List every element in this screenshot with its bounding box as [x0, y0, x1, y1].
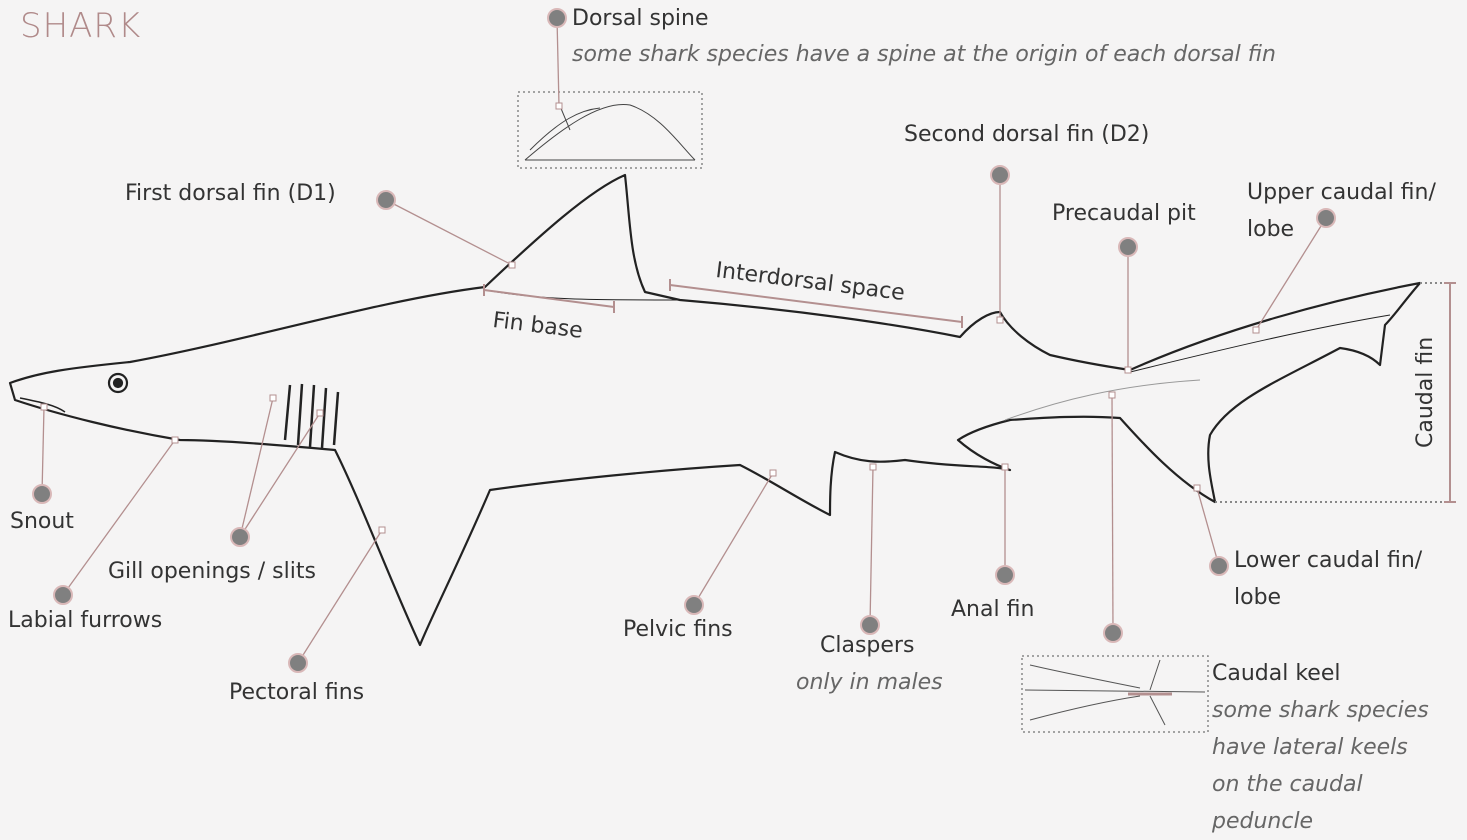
note: some shark species have lateral keels on… [1212, 692, 1437, 840]
dorsal-spine-sketch [525, 104, 695, 160]
label: Precaudal pit [1052, 195, 1196, 232]
title: SHARK [20, 8, 141, 45]
label: Labial furrows [8, 602, 162, 639]
label: Caudal keel [1212, 655, 1340, 692]
label: Gill openings / slits [108, 553, 316, 590]
label: Second dorsal fin (D2) [904, 116, 1149, 153]
label: Pectoral fins [229, 674, 364, 711]
label: First dorsal fin (D1) [125, 175, 336, 212]
label: Pelvic fins [623, 611, 733, 648]
caudal-keel-inset [1022, 656, 1208, 732]
page: SHARK Dorsal spine some shark species ha… [0, 0, 1467, 837]
label: Dorsal spine [572, 0, 709, 37]
measure-lines [484, 279, 1456, 502]
label: Upper caudal fin/ lobe [1247, 174, 1452, 248]
caudal-keel-sketch [1025, 660, 1205, 725]
label: Caudal fin [1407, 337, 1444, 448]
note: some shark species have a spine at the o… [572, 36, 1276, 73]
label: Anal fin [951, 591, 1034, 628]
dorsal-spine-inset [518, 92, 702, 168]
note: only in males [796, 664, 943, 701]
label: Lower caudal fin/ lobe [1234, 542, 1449, 616]
label: Claspers [820, 627, 914, 664]
label: Snout [10, 503, 74, 540]
